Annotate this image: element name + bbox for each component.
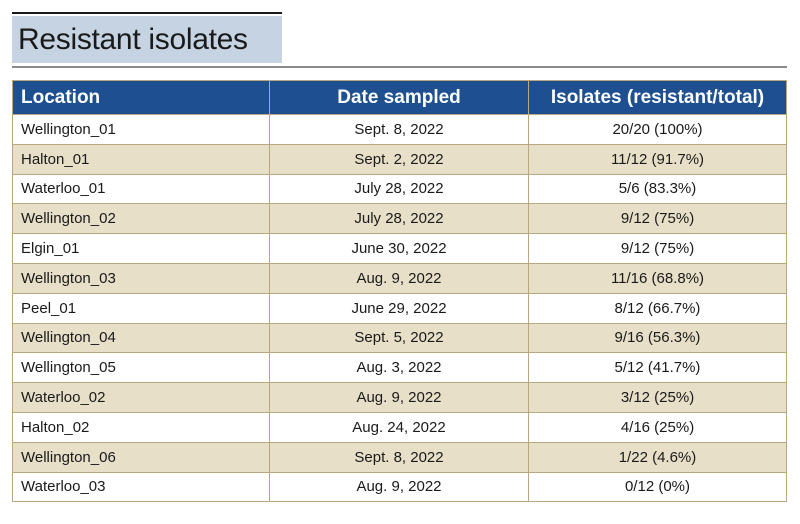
isolates-cell: 9/12 (75%) [528,203,787,235]
isolates-cell: 4/16 (25%) [528,411,787,443]
table-row: Wellington_02 July 28, 2022 9/12 (75%) [12,203,787,235]
date-cell: Aug. 24, 2022 [269,411,529,443]
page-title: Resistant isolates [18,22,248,56]
header-isolates: Isolates (resistant/total) [528,80,787,115]
table-row: Wellington_01 Sept. 8, 2022 20/20 (100%) [12,114,787,145]
location-cell: Wellington_06 [12,441,270,473]
date-cell: Sept. 8, 2022 [269,441,529,473]
table-row: Wellington_05 Aug. 3, 2022 5/12 (41.7%) [12,352,787,384]
date-cell: Aug. 9, 2022 [269,262,529,294]
location-cell: Elgin_01 [12,233,270,264]
isolates-cell: 11/12 (91.7%) [528,143,787,175]
location-cell: Wellington_02 [12,203,270,235]
location-cell: Waterloo_02 [12,382,270,413]
table-row: Waterloo_01 July 28, 2022 5/6 (83.3%) [12,173,787,205]
table-row: Waterloo_02 Aug. 9, 2022 3/12 (25%) [12,382,787,413]
date-cell: Aug. 9, 2022 [269,471,529,503]
isolates-cell: 11/16 (68.8%) [528,262,787,294]
location-cell: Halton_02 [12,411,270,443]
header-row: Location Date sampled Isolates (resistan… [12,80,787,115]
isolates-cell: 1/22 (4.6%) [528,441,787,473]
isolates-cell: 3/12 (25%) [528,382,787,413]
table-row: Wellington_03 Aug. 9, 2022 11/16 (68.8%) [12,262,787,294]
table-row: Peel_01 June 29, 2022 8/12 (66.7%) [12,292,787,324]
table-body: Wellington_01 Sept. 8, 2022 20/20 (100%) Ha… [12,114,787,503]
location-cell: Wellington_05 [12,352,270,384]
location-cell: Peel_01 [12,292,270,324]
location-cell: Waterloo_03 [12,471,270,503]
header-location: Location [12,80,270,115]
table-row: Halton_02 Aug. 24, 2022 4/16 (25%) [12,411,787,443]
header-date-sampled: Date sampled [269,80,529,115]
table-row: Wellington_06 Sept. 8, 2022 1/22 (4.6%) [12,441,787,473]
table-top-rule [12,66,787,68]
table-row: Halton_01 Sept. 2, 2022 11/12 (91.7%) [12,143,787,175]
date-cell: Sept. 5, 2022 [269,322,529,354]
location-cell: Wellington_04 [12,322,270,354]
isolates-cell: 8/12 (66.7%) [528,292,787,324]
table-header: Location Date sampled Isolates (resistan… [12,80,787,115]
date-cell: Sept. 2, 2022 [269,143,529,175]
title-top-rule [12,12,282,14]
date-cell: Aug. 3, 2022 [269,352,529,384]
date-cell: July 28, 2022 [269,203,529,235]
location-cell: Wellington_03 [12,262,270,294]
resistant-isolates-table: Location Date sampled Isolates (resistan… [12,80,787,503]
title-box: Resistant isolates [12,16,282,63]
table-row: Elgin_01 June 30, 2022 9/12 (75%) [12,233,787,264]
isolates-cell: 5/6 (83.3%) [528,173,787,205]
isolates-cell: 20/20 (100%) [528,114,787,145]
table-row: Wellington_04 Sept. 5, 2022 9/16 (56.3%) [12,322,787,354]
date-cell: Sept. 8, 2022 [269,114,529,145]
isolates-cell: 9/16 (56.3%) [528,322,787,354]
location-cell: Waterloo_01 [12,173,270,205]
table-row: Waterloo_03 Aug. 9, 2022 0/12 (0%) [12,471,787,503]
isolates-cell: 9/12 (75%) [528,233,787,264]
location-cell: Halton_01 [12,143,270,175]
date-cell: July 28, 2022 [269,173,529,205]
location-cell: Wellington_01 [12,114,270,145]
date-cell: June 30, 2022 [269,233,529,264]
isolates-cell: 5/12 (41.7%) [528,352,787,384]
isolates-cell: 0/12 (0%) [528,471,787,503]
date-cell: Aug. 9, 2022 [269,382,529,413]
date-cell: June 29, 2022 [269,292,529,324]
